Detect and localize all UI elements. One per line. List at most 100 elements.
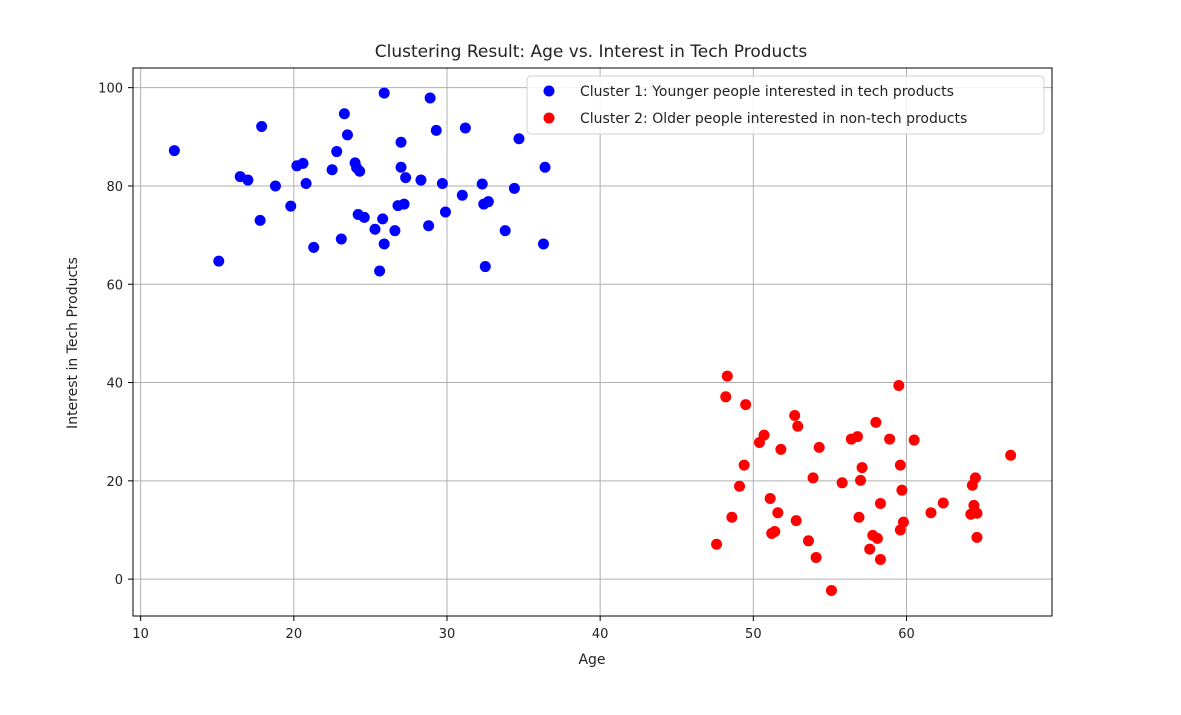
cluster-2-point <box>893 379 905 391</box>
cluster-2-point <box>874 497 886 509</box>
y-tick-label: 100 <box>98 82 123 97</box>
cluster-1-point <box>378 238 390 250</box>
y-tick-label: 20 <box>106 475 123 490</box>
cluster-1-point <box>369 223 381 235</box>
cluster-1-point <box>308 241 320 253</box>
cluster-1-point <box>297 157 309 169</box>
cluster-2-point <box>925 507 937 519</box>
cluster-1-point <box>476 178 488 190</box>
cluster-2-point <box>971 531 983 543</box>
cluster-2-point <box>740 399 752 411</box>
cluster-2-point <box>711 538 723 550</box>
cluster-1-point <box>254 214 266 226</box>
cluster-1-point <box>341 129 353 141</box>
cluster-2-point <box>810 552 822 564</box>
legend-marker-cluster-2 <box>543 112 555 124</box>
cluster-1-point <box>389 225 401 237</box>
cluster-1-point <box>256 120 268 132</box>
y-axis-label: Interest in Tech Products <box>65 257 81 429</box>
cluster-1-point <box>479 261 491 273</box>
cluster-1-point <box>508 182 520 194</box>
x-tick-label: 40 <box>592 627 609 642</box>
cluster-2-point <box>726 511 738 523</box>
cluster-1-point <box>269 180 281 192</box>
cluster-1-point <box>377 213 389 225</box>
y-tick-label: 0 <box>115 573 123 588</box>
cluster-2-point <box>775 443 787 455</box>
cluster-1-point <box>459 122 471 134</box>
cluster-1-point <box>436 177 448 189</box>
cluster-2-point <box>734 480 746 492</box>
x-axis-label: Age <box>578 652 605 668</box>
cluster-2-point <box>870 416 882 428</box>
chart-title: Clustering Result: Age vs. Interest in T… <box>375 42 808 62</box>
x-tick-label: 30 <box>439 627 456 642</box>
cluster-2-point <box>874 553 886 565</box>
cluster-1-point <box>358 211 370 223</box>
cluster-1-point <box>513 133 525 145</box>
cluster-2-point <box>894 459 906 471</box>
cluster-2-point <box>772 507 784 519</box>
cluster-1-point <box>331 146 343 158</box>
cluster-1-point <box>424 92 436 104</box>
cluster-1-point <box>335 233 347 245</box>
cluster-2-point <box>738 459 750 471</box>
cluster-1-point <box>439 206 451 218</box>
cluster-2-point <box>1005 449 1017 461</box>
cluster-1-point <box>242 174 254 186</box>
cluster-2-point <box>871 532 883 544</box>
cluster-2-point <box>971 507 983 519</box>
cluster-2-point <box>764 493 776 505</box>
cluster-2-point <box>813 441 825 453</box>
x-tick-label: 20 <box>286 627 303 642</box>
cluster-1-point <box>537 238 549 250</box>
cluster-2-point <box>856 462 868 474</box>
x-tick-label: 50 <box>745 627 762 642</box>
y-tick-label: 40 <box>106 377 123 392</box>
cluster-2-point <box>908 434 920 446</box>
cluster-1-point <box>168 145 180 157</box>
x-tick-label: 60 <box>898 627 915 642</box>
cluster-1-point <box>423 220 435 232</box>
cluster-1-point <box>395 161 407 173</box>
cluster-2-point <box>855 474 867 486</box>
cluster-1-point <box>415 174 427 186</box>
cluster-2-point <box>789 409 801 421</box>
cluster-1-point <box>285 200 297 212</box>
cluster-1-point <box>326 164 338 176</box>
cluster-2-point <box>792 420 804 432</box>
cluster-2-point <box>969 472 981 484</box>
cluster-2-point <box>884 433 896 445</box>
axes: 10 20 30 40 50 60 0 20 40 60 80 100 <box>98 67 1053 642</box>
cluster-1-point <box>300 177 312 189</box>
cluster-1-point <box>499 225 511 237</box>
cluster-2-point <box>853 511 865 523</box>
y-tick-label: 60 <box>106 278 123 293</box>
data-points <box>168 87 1017 596</box>
y-tick-label: 80 <box>106 180 123 195</box>
cluster-2-point <box>836 477 848 489</box>
cluster-1-point <box>539 161 551 173</box>
cluster-1-point <box>213 255 225 267</box>
cluster-2-point <box>790 515 802 527</box>
cluster-1-point <box>395 136 407 148</box>
cluster-2-point <box>720 391 732 403</box>
cluster-2-point <box>864 543 876 555</box>
cluster-1-point <box>456 189 468 201</box>
cluster-2-point <box>897 516 909 528</box>
cluster-1-point <box>338 108 350 120</box>
cluster-2-point <box>721 370 733 382</box>
grid-lines <box>133 68 1052 616</box>
cluster-2-point <box>758 429 770 441</box>
cluster-2-point <box>851 431 863 443</box>
legend-marker-cluster-1 <box>543 85 555 97</box>
cluster-1-point <box>354 165 366 177</box>
plot-frame <box>132 67 1053 617</box>
legend: Cluster 1: Younger people interested in … <box>526 75 1045 135</box>
cluster-2-point <box>825 584 837 596</box>
cluster-2-point <box>769 525 781 537</box>
x-tick-label: 10 <box>132 627 149 642</box>
legend-box <box>526 75 1045 135</box>
